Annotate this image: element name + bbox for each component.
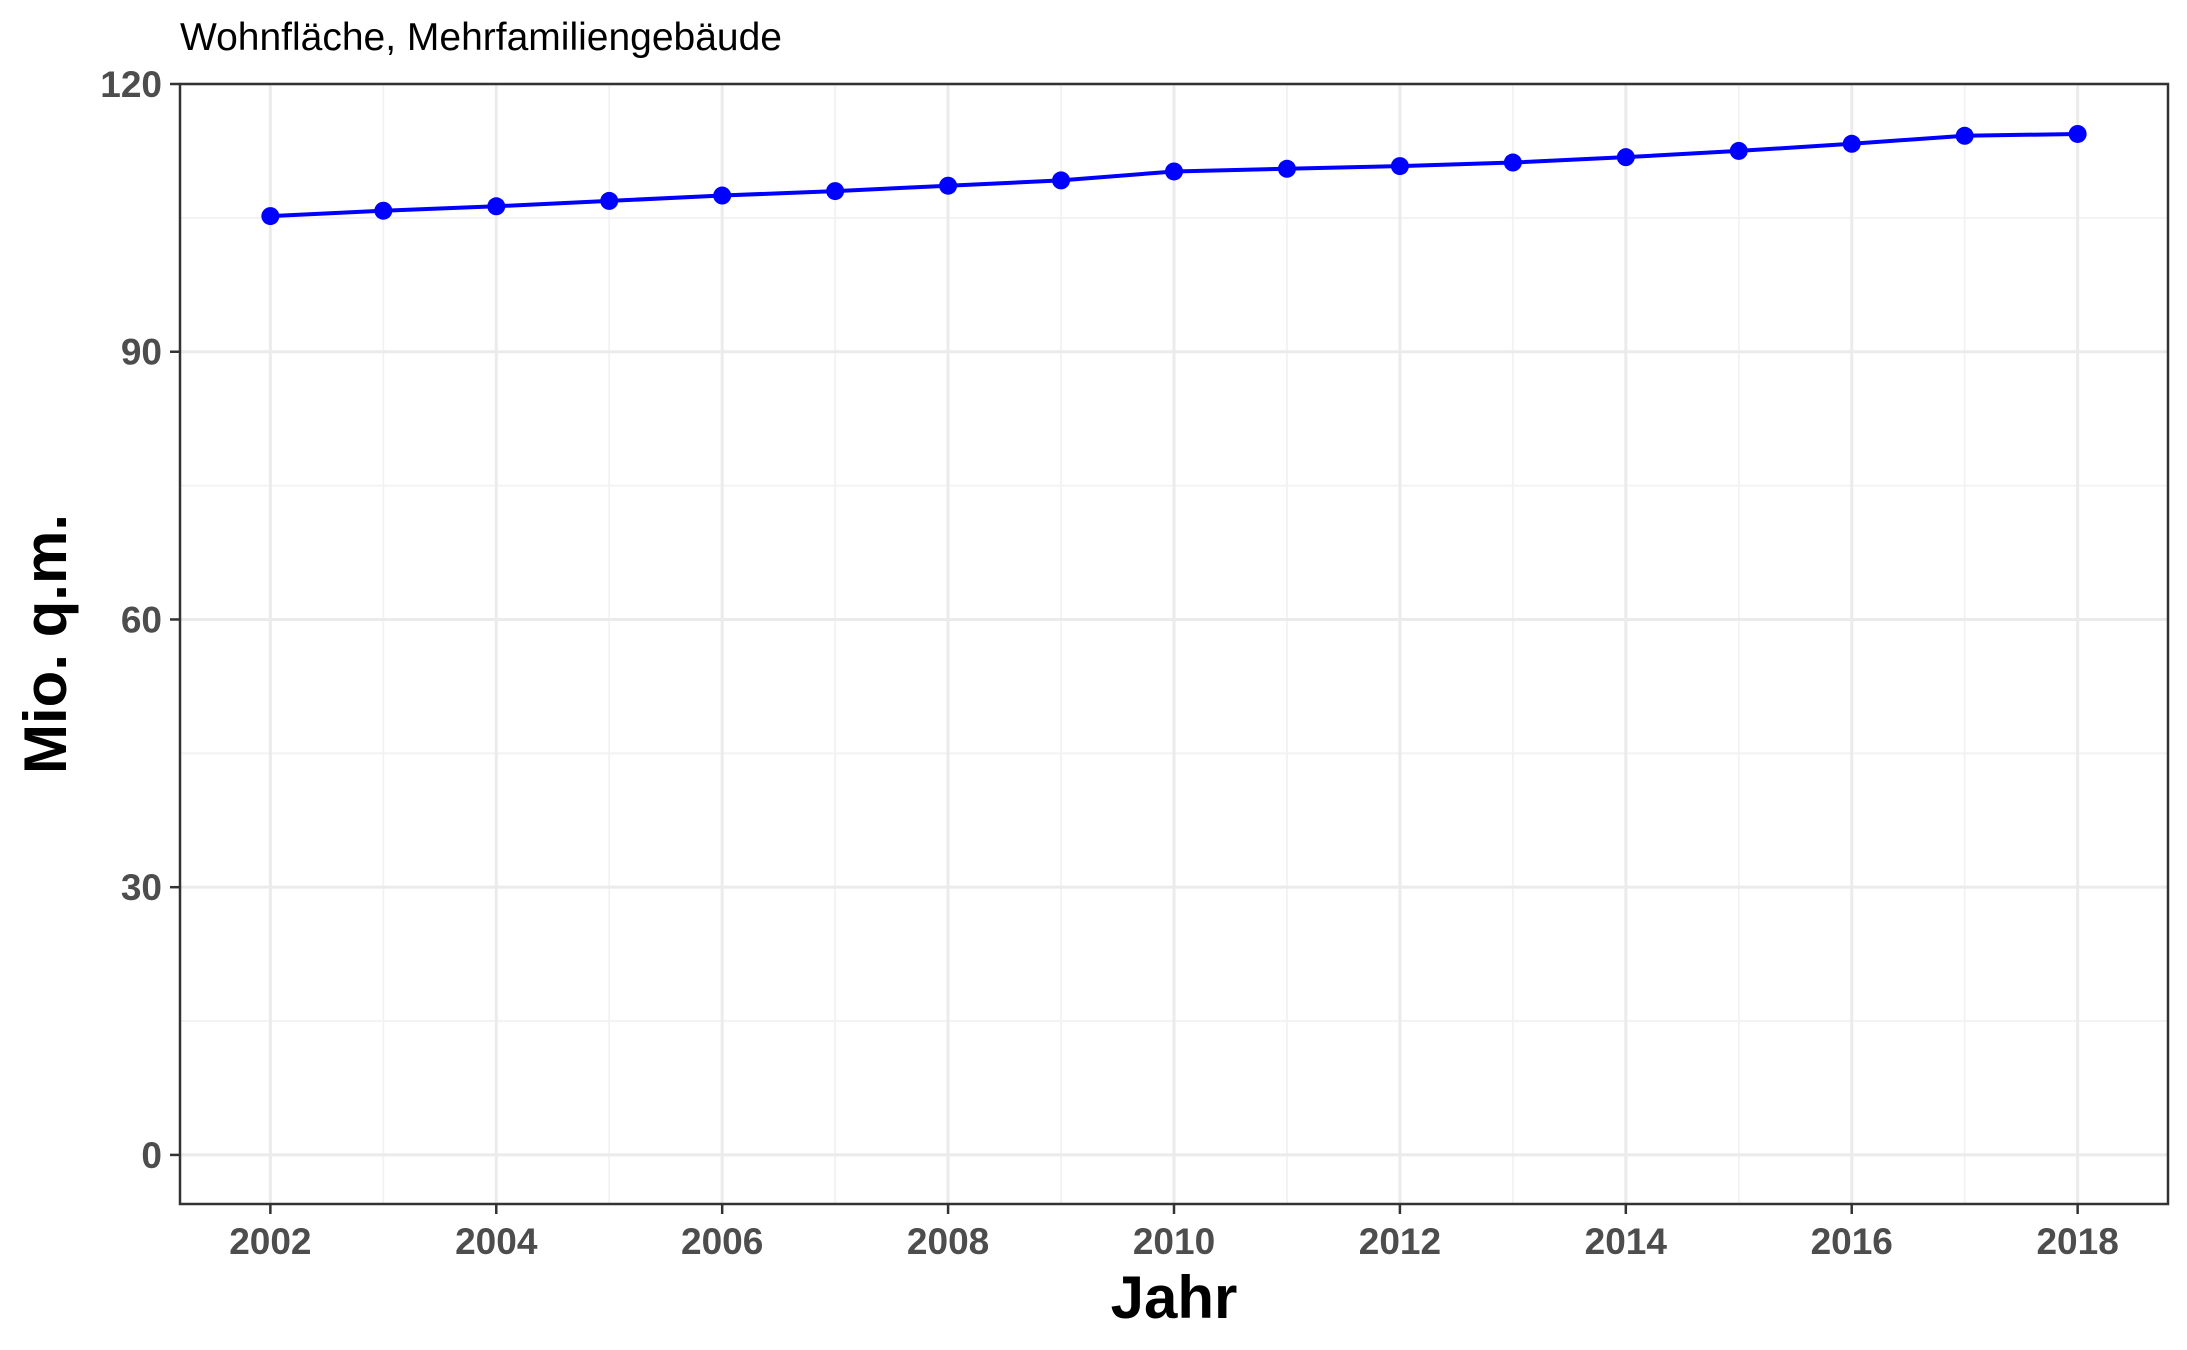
- x-tick-label: 2010: [1133, 1221, 1215, 1262]
- x-tick-label: 2016: [1811, 1221, 1893, 1262]
- y-axis: 0 30 60 90 120: [100, 64, 180, 1176]
- x-tick-label: 2006: [681, 1221, 763, 1262]
- data-point: [1277, 159, 1296, 178]
- data-point: [1729, 141, 1748, 160]
- data-point: [826, 182, 845, 201]
- x-axis: 2002 2004 2006 2008 2010 2012 2014 2016 2018: [229, 1204, 2119, 1262]
- x-tick-label: 2008: [907, 1221, 989, 1262]
- data-point: [713, 186, 732, 205]
- x-tick-label: 2004: [455, 1221, 538, 1262]
- data-point: [261, 207, 280, 226]
- y-tick-label: 90: [121, 332, 162, 373]
- data-point: [1955, 126, 1974, 145]
- data-point: [1390, 157, 1409, 176]
- chart-title: Wohnfläche, Mehrfamiliengebäude: [180, 16, 782, 59]
- x-axis-title: Jahr: [1111, 1264, 1238, 1331]
- data-point: [374, 201, 393, 220]
- data-point: [1503, 153, 1522, 172]
- data-point: [1842, 134, 1861, 153]
- series-layer: [261, 124, 2087, 226]
- data-point: [600, 191, 619, 210]
- x-tick-label: 2002: [229, 1221, 311, 1262]
- y-axis-title: Mio. q.m.: [12, 514, 79, 774]
- data-point: [1165, 162, 1183, 181]
- y-tick-label: 120: [100, 64, 162, 105]
- data-point: [2068, 124, 2087, 143]
- x-tick-label: 2012: [1359, 1221, 1441, 1262]
- y-tick-label: 0: [141, 1135, 162, 1176]
- y-tick-label: 30: [121, 867, 162, 908]
- x-tick-label: 2014: [1585, 1221, 1668, 1262]
- data-point: [1052, 171, 1071, 190]
- data-point: [939, 176, 958, 195]
- major-gridlines: [180, 82, 2168, 1204]
- x-tick-label: 2018: [2036, 1221, 2118, 1262]
- data-point: [1616, 148, 1635, 167]
- data-point: [487, 197, 506, 216]
- y-tick-label: 60: [121, 599, 162, 640]
